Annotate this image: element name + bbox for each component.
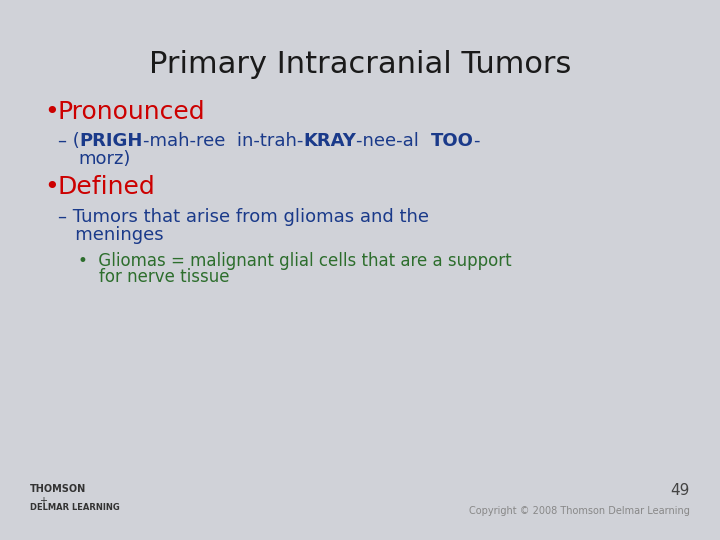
- Text: PRIGH: PRIGH: [80, 132, 143, 150]
- Text: KRAY: KRAY: [304, 132, 356, 150]
- Text: •  Gliomas = malignant glial cells that are a support: • Gliomas = malignant glial cells that a…: [78, 252, 512, 270]
- Text: meninges: meninges: [58, 226, 163, 244]
- Text: -: -: [474, 132, 480, 150]
- Text: morz): morz): [78, 150, 130, 168]
- Text: •: •: [44, 100, 59, 124]
- Text: – (: – (: [58, 132, 80, 150]
- Text: Defined: Defined: [58, 175, 156, 199]
- Text: Copyright © 2008 Thomson Delmar Learning: Copyright © 2008 Thomson Delmar Learning: [469, 506, 690, 516]
- Text: -mah-ree  in-trah-: -mah-ree in-trah-: [143, 132, 304, 150]
- Text: •: •: [44, 175, 59, 199]
- Text: THOMSON: THOMSON: [30, 484, 86, 494]
- Text: for nerve tissue: for nerve tissue: [78, 268, 230, 286]
- Text: +: +: [39, 496, 47, 506]
- Text: TOO: TOO: [431, 132, 474, 150]
- Text: Pronounced: Pronounced: [58, 100, 206, 124]
- Text: – Tumors that arise from gliomas and the: – Tumors that arise from gliomas and the: [58, 208, 429, 226]
- Text: -nee-al: -nee-al: [356, 132, 431, 150]
- Text: 49: 49: [670, 483, 690, 498]
- Text: DELMAR LEARNING: DELMAR LEARNING: [30, 503, 120, 512]
- Text: Primary Intracranial Tumors: Primary Intracranial Tumors: [149, 50, 571, 79]
